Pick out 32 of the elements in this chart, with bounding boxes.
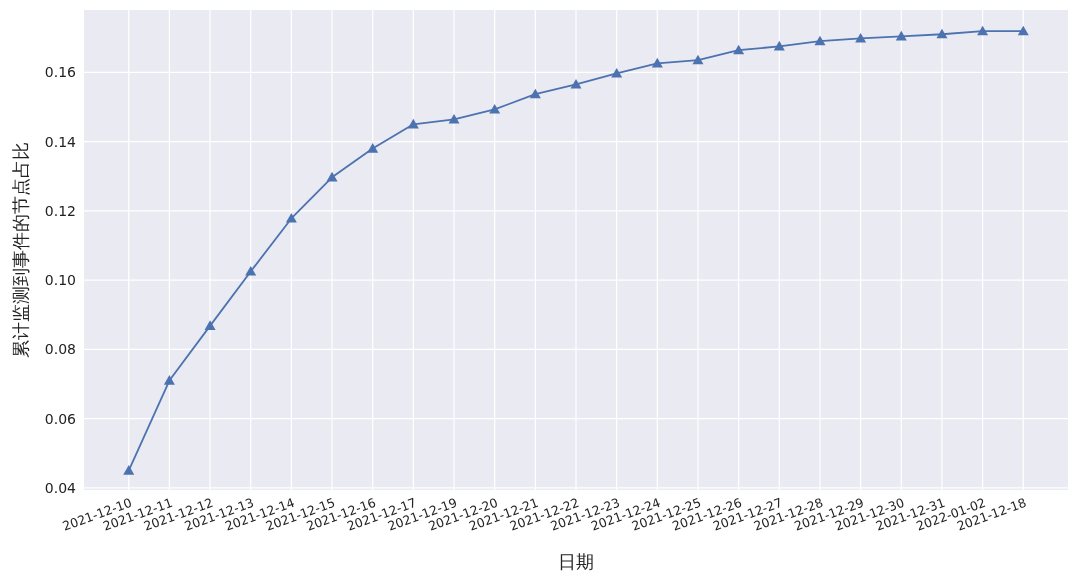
point bbox=[855, 32, 867, 43]
point bbox=[163, 375, 175, 385]
point bbox=[489, 103, 501, 114]
point bbox=[651, 57, 663, 68]
point bbox=[407, 118, 419, 129]
y-axis-title: 累计监测到事件的节点占比 bbox=[10, 142, 31, 358]
point bbox=[285, 212, 297, 223]
point bbox=[733, 44, 745, 55]
point bbox=[773, 40, 785, 51]
point bbox=[692, 54, 704, 65]
point bbox=[814, 35, 826, 46]
y-tick-label: 0.06 bbox=[44, 410, 77, 427]
y-tick-label: 0.08 bbox=[44, 341, 76, 358]
y-tick-label: 0.14 bbox=[44, 133, 77, 150]
point bbox=[611, 67, 623, 78]
point bbox=[367, 143, 379, 153]
point bbox=[1017, 25, 1029, 36]
point bbox=[245, 265, 257, 276]
point bbox=[326, 171, 338, 182]
point bbox=[529, 88, 541, 99]
point bbox=[936, 28, 948, 39]
point bbox=[448, 113, 460, 124]
x-axis-title: 日期 bbox=[558, 551, 594, 572]
point bbox=[570, 78, 582, 89]
y-tick-label: 0.04 bbox=[44, 479, 77, 496]
y-tick-label: 0.10 bbox=[44, 272, 76, 289]
point bbox=[204, 320, 216, 330]
y-tick-label: 0.12 bbox=[44, 202, 76, 219]
point bbox=[123, 465, 135, 475]
point bbox=[977, 25, 989, 36]
point bbox=[895, 30, 907, 41]
y-tick-label: 0.16 bbox=[44, 64, 77, 81]
